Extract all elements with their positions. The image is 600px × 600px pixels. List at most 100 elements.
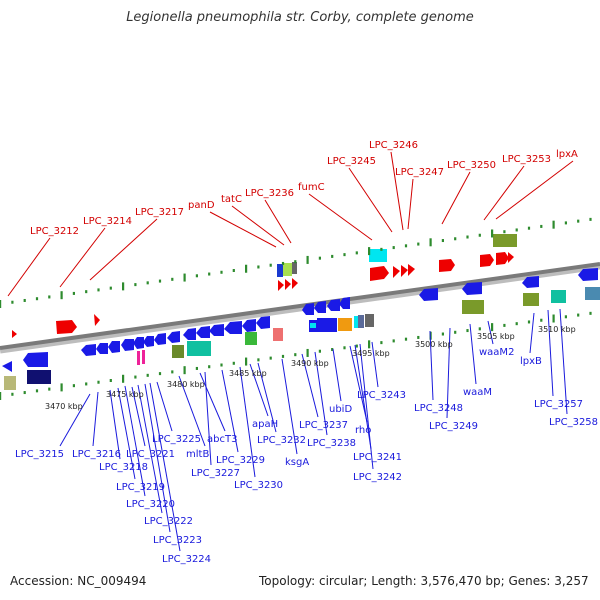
gene-forward[interactable]: [285, 279, 291, 290]
gene-reverse[interactable]: [523, 293, 539, 306]
gene-label[interactable]: LPC_3221: [126, 449, 175, 460]
gene-label[interactable]: lpxA: [556, 149, 578, 160]
gene-label[interactable]: LPC_3258: [549, 417, 598, 428]
gene-label[interactable]: LPC_3238: [307, 438, 356, 449]
gene-label[interactable]: LPC_3223: [153, 535, 202, 546]
gene-reverse[interactable]: [23, 352, 48, 367]
gene-reverse[interactable]: [2, 361, 12, 372]
gene-label[interactable]: LPC_3212: [30, 226, 79, 237]
gene-reverse[interactable]: [172, 345, 184, 358]
gene-label[interactable]: ksgA: [285, 457, 309, 468]
gene-label[interactable]: tatC: [221, 194, 242, 205]
gene-forward[interactable]: [292, 278, 298, 289]
gene-forward[interactable]: [370, 266, 389, 281]
gene-label[interactable]: LPC_3257: [534, 399, 583, 410]
gene-label[interactable]: LPC_3220: [126, 499, 175, 510]
gene-label[interactable]: LPC_3224: [162, 554, 211, 565]
gene-reverse[interactable]: [196, 326, 210, 338]
gene-forward[interactable]: [508, 252, 514, 263]
gene-reverse[interactable]: [419, 288, 438, 301]
gene-forward[interactable]: [496, 252, 509, 265]
gene-reverse[interactable]: [224, 321, 242, 334]
gene-reverse[interactable]: [187, 341, 211, 356]
gene-label[interactable]: apaH: [252, 419, 278, 430]
gene-reverse[interactable]: [167, 331, 180, 343]
gene-reverse[interactable]: [133, 337, 144, 349]
gene-forward[interactable]: [369, 249, 387, 262]
gene-label[interactable]: LPC_3237: [299, 420, 348, 431]
gene-reverse[interactable]: [338, 318, 352, 331]
gene-label[interactable]: LPC_3247: [395, 167, 444, 178]
gene-reverse[interactable]: [81, 344, 96, 356]
gene-forward[interactable]: [408, 264, 415, 276]
gene-label[interactable]: fumC: [298, 182, 325, 193]
gene-forward[interactable]: [393, 266, 400, 278]
gene-label[interactable]: mltB: [186, 449, 209, 460]
gene-reverse[interactable]: [585, 287, 600, 300]
gene-reverse[interactable]: [462, 300, 484, 314]
gene-reverse[interactable]: [27, 370, 51, 384]
gene-label[interactable]: LPC_3246: [369, 140, 418, 151]
gene-reverse[interactable]: [358, 315, 364, 328]
gene-label[interactable]: LPC_3248: [414, 403, 463, 414]
gene-label[interactable]: LPC_3241: [353, 452, 402, 463]
gene-label[interactable]: LPC_3253: [502, 154, 551, 165]
gene-reverse[interactable]: [578, 268, 598, 281]
gene-forward[interactable]: [94, 314, 100, 326]
gene-label[interactable]: LPC_3214: [83, 216, 132, 227]
gene-label[interactable]: LPC_3219: [116, 482, 165, 493]
gene-reverse[interactable]: [310, 323, 316, 328]
gene-label[interactable]: LPC_3245: [327, 156, 376, 167]
gene-reverse[interactable]: [242, 319, 256, 332]
gene-label[interactable]: LPC_3242: [353, 472, 402, 483]
gene-reverse[interactable]: [273, 328, 283, 341]
gene-reverse[interactable]: [96, 343, 108, 354]
gene-label[interactable]: LPC_3222: [144, 516, 193, 527]
gene-forward[interactable]: [480, 254, 494, 267]
gene-label[interactable]: LPC_3227: [191, 468, 240, 479]
gene-reverse[interactable]: [4, 376, 16, 390]
gene-label[interactable]: LPC_3218: [99, 462, 148, 473]
gene-reverse[interactable]: [317, 318, 337, 332]
gene-label[interactable]: LPC_3236: [245, 188, 294, 199]
gene-label[interactable]: abcT3: [207, 434, 237, 445]
gene-label[interactable]: LPC_3230: [234, 480, 283, 491]
gene-forward[interactable]: [12, 330, 17, 338]
gene-label[interactable]: lpxB: [520, 356, 542, 367]
gene-forward[interactable]: [283, 263, 292, 276]
gene-label[interactable]: LPC_3249: [429, 421, 478, 432]
gene-reverse[interactable]: [354, 316, 358, 328]
gene-label[interactable]: panD: [188, 200, 215, 211]
gene-reverse[interactable]: [339, 297, 350, 309]
gene-label[interactable]: LPC_3217: [135, 207, 184, 218]
gene-reverse[interactable]: [327, 299, 340, 311]
gene-label[interactable]: LPC_3243: [357, 390, 406, 401]
gene-reverse[interactable]: [551, 290, 566, 303]
gene-reverse[interactable]: [245, 332, 257, 345]
gene-reverse[interactable]: [365, 314, 374, 327]
gene-label[interactable]: rho: [355, 425, 371, 436]
gene-label[interactable]: LPC_3225: [152, 434, 201, 445]
gene-reverse[interactable]: [314, 301, 326, 313]
gene-label[interactable]: LPC_3216: [72, 449, 121, 460]
gene-forward[interactable]: [493, 234, 517, 247]
gene-label[interactable]: LPC_3229: [216, 455, 265, 466]
gene-label[interactable]: LPC_3215: [15, 449, 64, 460]
gene-label[interactable]: waaM2: [479, 347, 514, 358]
gene-forward[interactable]: [292, 262, 297, 274]
gene-reverse[interactable]: [137, 351, 140, 365]
gene-reverse[interactable]: [154, 333, 166, 345]
gene-reverse[interactable]: [142, 350, 145, 364]
gene-reverse[interactable]: [121, 339, 134, 351]
gene-reverse[interactable]: [143, 336, 154, 347]
gene-label[interactable]: ubiD: [329, 404, 352, 415]
gene-reverse[interactable]: [522, 276, 539, 288]
gene-forward[interactable]: [401, 265, 408, 277]
gene-forward[interactable]: [278, 280, 284, 291]
gene-reverse[interactable]: [183, 328, 196, 340]
gene-forward[interactable]: [277, 264, 283, 277]
gene-label[interactable]: LPC_3250: [447, 160, 496, 171]
gene-label[interactable]: waaM: [463, 387, 492, 398]
gene-forward[interactable]: [439, 259, 455, 272]
gene-reverse[interactable]: [302, 303, 314, 315]
